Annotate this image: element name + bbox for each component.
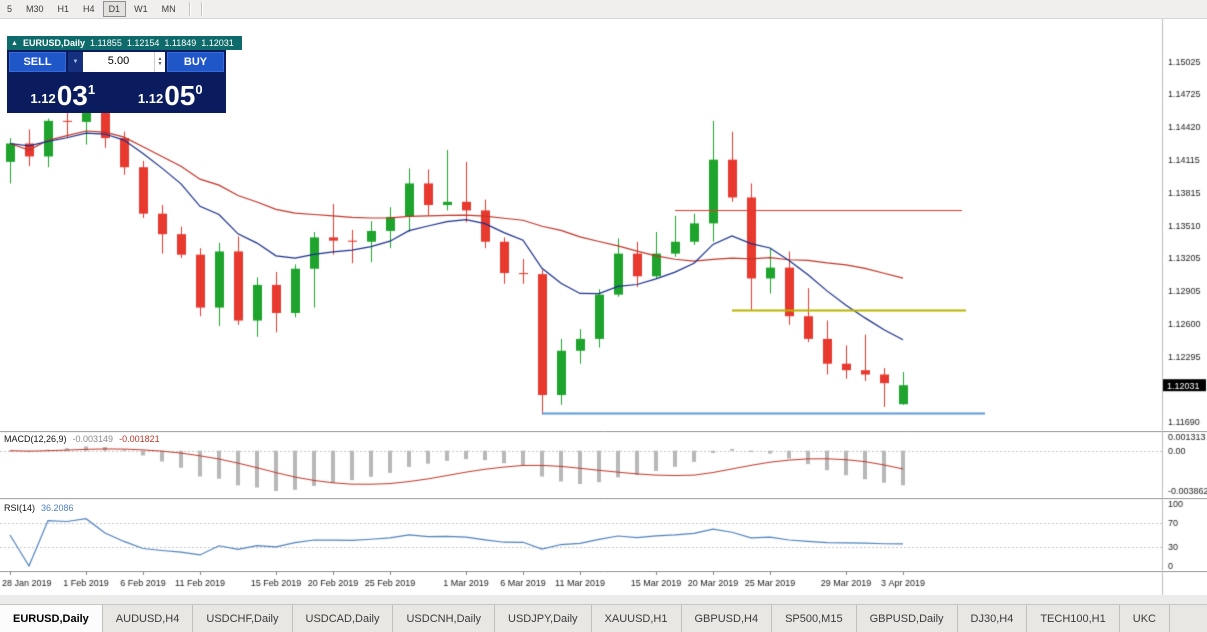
chart-tab-UKC[interactable]: UKC [1120, 605, 1170, 632]
timeframe-button-W1[interactable]: W1 [134, 4, 148, 14]
sell-price[interactable]: 1.12 03 1 [9, 72, 117, 113]
chart-symbol-period: EURUSD,Daily [22, 38, 85, 48]
macd-name: MACD(12,26,9) [4, 434, 67, 444]
macd-indicator-canvas[interactable] [0, 431, 1207, 498]
macd-label: MACD(12,26,9) -0.003149 -0.001821 [4, 434, 160, 444]
amount-dropdown-button[interactable]: ▼ [68, 52, 83, 72]
chart-tab-bar: EURUSD,Daily AUDUSD,H4 USDCHF,Daily USDCAD,… [0, 604, 1207, 632]
buy-button[interactable]: BUY [167, 52, 224, 72]
chart-tab-USDCAD-Daily[interactable]: USDCAD,Daily [293, 605, 394, 632]
chart-window: ▲ EURUSD,Daily 1.11855 1.12154 1.11849 1… [0, 19, 1207, 595]
chart-tab-TECH100-H1[interactable]: TECH100,H1 [1027, 605, 1120, 632]
window-icon: ▲ [11, 39, 18, 47]
buy-price-pips: 05 [164, 80, 196, 111]
chart-tab-EURUSD-Daily[interactable]: EURUSD,Daily [0, 605, 103, 632]
timeframe-button-H4[interactable]: H4 [83, 4, 95, 14]
buy-price-base: 1.12 [137, 91, 164, 106]
chart-tab-GBPUSD-Daily[interactable]: GBPUSD,Daily [857, 605, 958, 632]
chart-tab-GBPUSD-H4[interactable]: GBPUSD,H4 [682, 605, 773, 632]
chart-tab-USDCHF-Daily[interactable]: USDCHF,Daily [193, 605, 293, 632]
date-axis-canvas[interactable] [0, 571, 1207, 595]
timeframe-button-MN[interactable]: MN [161, 4, 176, 14]
toolbar-separator [200, 2, 203, 16]
rsi-label: RSI(14) 36.2086 [4, 503, 74, 513]
trade-panel-row-buttons: SELL ▼ 5.00 ▲ ▼ BUY [9, 52, 224, 72]
macd-main-value: -0.003149 [72, 434, 114, 444]
spinner-up-icon: ▲ [157, 56, 163, 62]
sell-button[interactable]: SELL [9, 52, 66, 72]
ohlc-low: 1.11849 [164, 38, 197, 48]
chart-tab-USDJPY-Daily[interactable]: USDJPY,Daily [495, 605, 592, 632]
timeframe-button-M30[interactable]: M30 [26, 4, 44, 14]
timeframe-button-5[interactable]: 5 [7, 4, 13, 14]
spinner-down-icon: ▼ [157, 61, 163, 67]
amount-value: 5.00 [107, 55, 130, 67]
timeframe-button-H1[interactable]: H1 [57, 4, 70, 14]
ohlc-high: 1.12154 [126, 38, 160, 48]
macd-signal-value: -0.001821 [119, 434, 160, 444]
buy-price-point: 0 [195, 82, 203, 97]
ohlc-close: 1.12031 [201, 38, 234, 48]
timeframe-toolbar: 5 M30 H1 H4 D1 W1 MN [0, 0, 1207, 19]
rsi-indicator-canvas[interactable] [0, 498, 1207, 571]
chart-ohlc-strip: ▲ EURUSD,Daily 1.11855 1.12154 1.11849 1… [7, 36, 242, 50]
rsi-name: RSI(14) [4, 503, 36, 513]
chart-tab-AUDUSD-H4[interactable]: AUDUSD,H4 [103, 605, 194, 632]
chart-tab-SP500-M15[interactable]: SP500,M15 [772, 605, 857, 632]
caret-down-icon: ▼ [72, 59, 79, 65]
chart-tab-DJ30-H4[interactable]: DJ30,H4 [958, 605, 1028, 632]
chart-tab-USDCNH-Daily[interactable]: USDCNH,Daily [393, 605, 496, 632]
sell-price-point: 1 [87, 82, 96, 97]
amount-spinner[interactable]: ▲ ▼ [154, 52, 165, 72]
trade-panel-row-prices: 1.12 03 1 1.12 05 0 [9, 72, 224, 113]
ohlc-open: 1.11855 [89, 38, 122, 48]
chart-tab-XAUUSD-H1[interactable]: XAUUSD,H1 [592, 605, 682, 632]
rsi-value: 36.2086 [41, 503, 74, 513]
timeframe-button-D1[interactable]: D1 [102, 1, 127, 17]
toolbar-separator [188, 2, 191, 16]
amount-field[interactable]: 5.00 ▲ ▼ [83, 52, 165, 72]
sell-price-base: 1.12 [30, 91, 56, 106]
sell-price-pips: 03 [56, 80, 88, 111]
one-click-trading-panel: SELL ▼ 5.00 ▲ ▼ BUY 1.12 03 1 1.12 05 [7, 50, 226, 113]
buy-price[interactable]: 1.12 05 0 [117, 72, 225, 113]
